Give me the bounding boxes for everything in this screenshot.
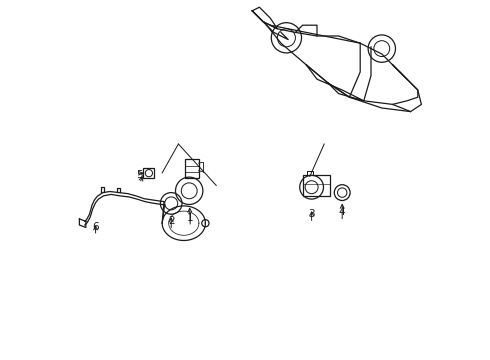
Bar <box>185 159 198 178</box>
Text: 6: 6 <box>92 222 99 232</box>
Bar <box>307 171 314 175</box>
Text: 3: 3 <box>308 209 315 219</box>
Text: 4: 4 <box>339 207 345 217</box>
Bar <box>144 168 154 178</box>
Text: 2: 2 <box>168 216 174 226</box>
Bar <box>303 175 330 196</box>
Text: 1: 1 <box>187 213 194 223</box>
Text: 5: 5 <box>137 170 143 180</box>
